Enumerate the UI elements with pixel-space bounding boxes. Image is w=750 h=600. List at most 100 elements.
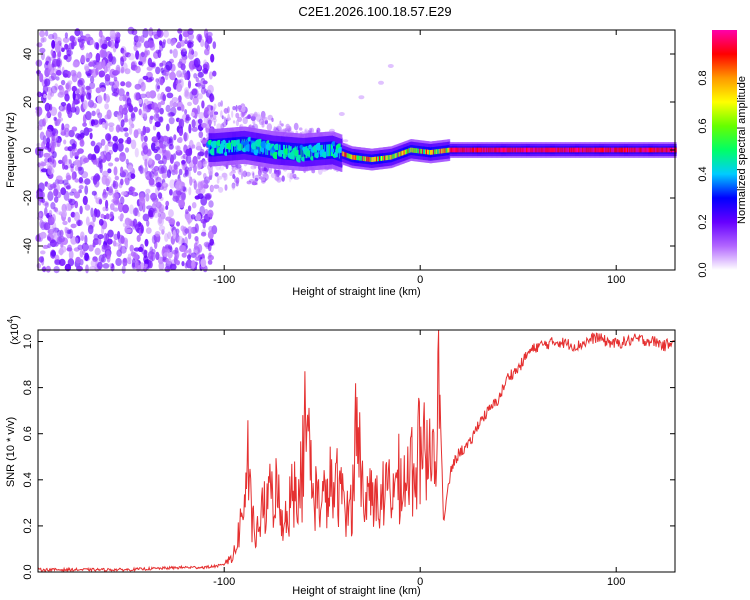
spectrogram-cell xyxy=(66,232,71,239)
spectrogram-cell xyxy=(144,238,149,247)
spectrogram-cell xyxy=(223,108,227,113)
spectrogram-cell xyxy=(437,149,440,154)
spectrogram-cell xyxy=(429,149,431,155)
spectrogram-cell xyxy=(106,255,111,263)
spectrogram-cell xyxy=(434,149,437,155)
spectrogram-cell xyxy=(124,147,130,153)
spectrogram-cell xyxy=(66,103,72,112)
spectrogram-cell xyxy=(414,148,416,153)
spectrogram-cell xyxy=(563,147,565,153)
spectrogram-cell xyxy=(634,147,637,153)
spectrogram-cell xyxy=(436,149,439,154)
spectrogram-cell xyxy=(575,147,577,153)
spectrogram-cell xyxy=(404,149,407,155)
spectrogram-cell xyxy=(200,231,207,237)
spectrogram-cell xyxy=(94,247,101,256)
spectrogram-cell xyxy=(216,123,222,130)
spectrogram-cell xyxy=(136,128,142,135)
spectrogram-cell xyxy=(64,43,69,50)
spectrogram-cell xyxy=(536,147,539,153)
spectrogram-cell xyxy=(197,171,202,176)
spectrogram-cell xyxy=(569,147,571,153)
spectrogram-cell xyxy=(145,91,152,99)
spectrogram-cell xyxy=(584,147,587,153)
spectrogram-cell xyxy=(128,125,133,135)
spectrogram-cell xyxy=(108,186,113,194)
spectrogram-cell xyxy=(135,262,142,272)
spectrogram-cell xyxy=(151,31,159,36)
spectrogram-cell xyxy=(641,147,644,153)
spectrogram-cell xyxy=(526,147,528,153)
spectrogram-cell xyxy=(349,154,352,159)
spectrogram-cell xyxy=(82,250,86,256)
spectrogram-cell xyxy=(358,155,361,161)
spectrogram-cell xyxy=(36,42,43,48)
spectrogram-cell xyxy=(561,147,563,153)
spectrogram-cell xyxy=(644,147,647,153)
spectrogram-cell xyxy=(135,50,140,60)
spectrogram-cell xyxy=(380,156,382,161)
spectrogram-cell xyxy=(90,75,95,84)
spectrogram-cell xyxy=(142,125,147,136)
spectrogram-cell xyxy=(197,181,204,191)
spectrogram-cell xyxy=(55,175,63,182)
spectrogram-cell xyxy=(151,234,157,244)
spectrogram-cell xyxy=(241,139,244,152)
spectrogram-cell xyxy=(61,123,65,131)
spectrogram-cell xyxy=(75,235,81,244)
spectrogram-cell xyxy=(44,102,51,112)
spectrogram-cell xyxy=(44,202,49,208)
spectrogram-cell xyxy=(178,127,184,137)
spectrogram-cell xyxy=(231,140,233,153)
spectrogram-cell xyxy=(80,54,86,64)
spectrogram-cell xyxy=(58,235,65,243)
spectrogram-cell xyxy=(169,49,173,54)
spectrogram-cell xyxy=(216,178,220,184)
spectrogram-cell xyxy=(36,262,41,269)
spectrogram-cell xyxy=(341,151,344,156)
spectrogram-cell xyxy=(124,217,131,226)
spectrogram-cell xyxy=(628,147,630,153)
spectrogram-cell xyxy=(123,118,129,123)
spectrogram-cell xyxy=(124,228,132,233)
spectrogram-cell xyxy=(119,126,125,133)
spectrogram-cell xyxy=(207,110,214,116)
spectrogram-cell xyxy=(547,147,550,153)
spectrogram-cell xyxy=(633,147,636,153)
spectrogram-cell xyxy=(330,144,332,157)
spectrogram-cell xyxy=(142,145,149,155)
spectrogram-cell xyxy=(137,35,142,43)
spectrogram-cell xyxy=(126,97,132,107)
spectrogram-cell xyxy=(202,67,209,74)
spectrogram-cell xyxy=(63,73,69,78)
spectrogram-cell xyxy=(169,189,173,196)
spectrogram-cell xyxy=(260,176,266,182)
spectrogram-cell xyxy=(145,193,150,202)
spectrogram-cell xyxy=(159,78,164,86)
spectrogram-cell xyxy=(100,138,106,146)
spectrogram-cell xyxy=(74,28,81,37)
colorbar-label: Normalized spectral amplitude xyxy=(736,76,748,224)
spectrogram-cell xyxy=(666,147,668,153)
spectrogram-cell xyxy=(516,147,518,153)
spectrogram-cell xyxy=(188,186,192,196)
spectrogram-cell xyxy=(45,128,53,138)
spectrogram-cell xyxy=(664,147,666,153)
spectrogram-cell xyxy=(84,65,90,72)
spectrogram-cell xyxy=(109,39,115,49)
spectrogram-cell xyxy=(181,252,187,258)
spectrogram-cell xyxy=(72,90,76,101)
spectrogram-cell xyxy=(273,126,277,133)
spectrogram-cell xyxy=(108,125,114,132)
spectrogram-cell xyxy=(163,252,169,258)
spectrogram-cell xyxy=(162,182,167,187)
spectrogram-cell xyxy=(487,147,490,153)
spectrogram-cell xyxy=(202,63,208,70)
spectrogram-cell xyxy=(178,199,186,208)
spectrogram-cell xyxy=(513,147,515,153)
spectrogram-cell xyxy=(71,126,78,132)
spectrogram-cell xyxy=(173,134,177,141)
spectrogram-cell xyxy=(40,168,48,173)
spectrogram-cell xyxy=(239,168,242,173)
spectrogram-cell xyxy=(151,102,158,111)
